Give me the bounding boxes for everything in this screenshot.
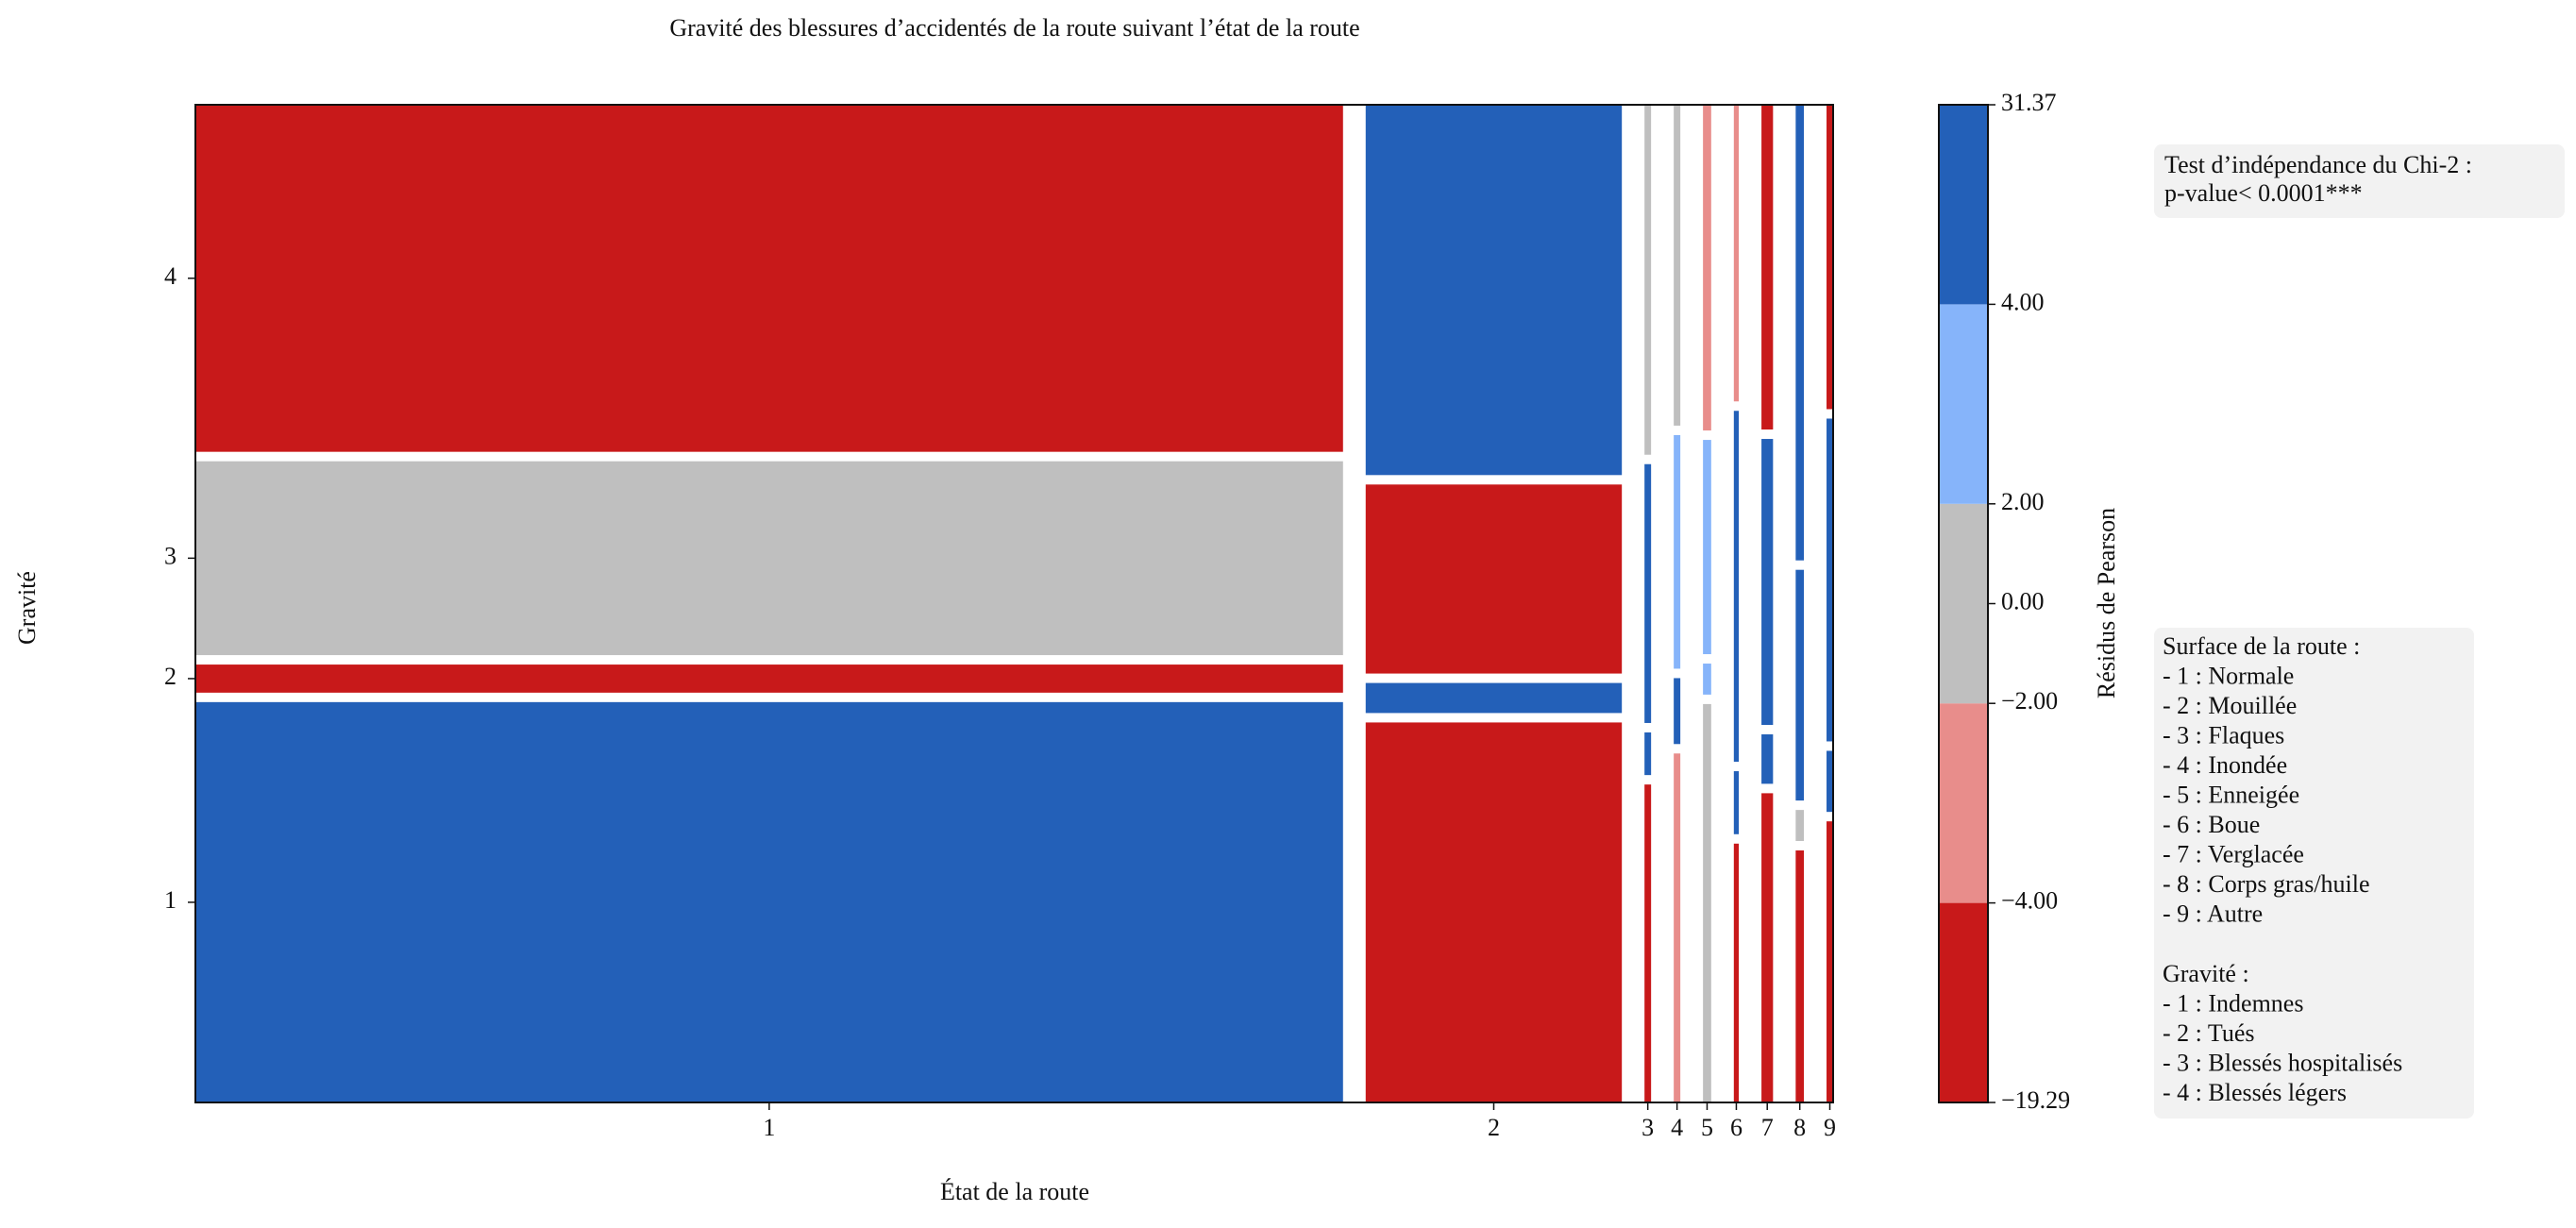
mosaic-cell: [195, 701, 1343, 1102]
mosaic-cell: [1827, 418, 1833, 742]
colorbar-tick-label: 2.00: [2001, 488, 2045, 515]
x-tick-label: 8: [1793, 1114, 1806, 1141]
mosaic-cell: [1795, 105, 1805, 561]
mosaic-cell: [1827, 821, 1833, 1102]
x-tick-label: 1: [763, 1114, 775, 1141]
mosaic-cell: [1795, 569, 1805, 801]
legend-text: - 1 : Normale: [2163, 662, 2294, 689]
chart-title: Gravité des blessures d’accidentés de la…: [669, 14, 1359, 42]
mosaic-cell: [1365, 722, 1623, 1102]
colorbar-segment: [1939, 503, 1988, 704]
legend-text: - 3 : Flaques: [2163, 721, 2284, 749]
y-tick-label: 4: [164, 262, 177, 290]
mosaic-cell: [1644, 784, 1652, 1102]
mosaic-cell: [1761, 439, 1774, 726]
colorbar-label: Résidus de Pearson: [2093, 508, 2120, 698]
mosaic-cell: [1761, 793, 1774, 1102]
x-tick-label: 5: [1701, 1114, 1713, 1141]
mosaic-cell: [1365, 682, 1623, 714]
y-tick-label: 3: [164, 542, 177, 569]
mosaic-cell: [1674, 434, 1681, 669]
mosaic-cell: [1703, 105, 1711, 431]
colorbar-segment: [1939, 105, 1988, 305]
x-axis-label: État de la route: [940, 1178, 1089, 1205]
mosaic-cell: [1703, 703, 1711, 1102]
legend-box: [2154, 628, 2474, 1119]
y-tick-label: 2: [164, 663, 177, 690]
colorbar-segment: [1939, 902, 1988, 1102]
legend-text: - 9 : Autre: [2163, 900, 2263, 927]
mosaic-cell: [1365, 105, 1623, 476]
legend-text: - 3 : Blessés hospitalisés: [2163, 1049, 2402, 1076]
mosaic-cell: [1674, 753, 1681, 1102]
mosaic-cell: [195, 105, 1343, 452]
colorbar-tick-label: −4.00: [2001, 887, 2058, 915]
mosaic-cell: [1365, 484, 1623, 674]
x-tick-label: 9: [1824, 1114, 1836, 1141]
colorbar-segment: [1939, 703, 1988, 903]
legend-text: Surface de la route :: [2163, 632, 2360, 660]
test-text: p-value< 0.0001***: [2164, 179, 2363, 207]
mosaic-cell: [1644, 105, 1652, 455]
legend-text: - 4 : Blessés légers: [2163, 1079, 2347, 1106]
mosaic-cell: [1644, 463, 1652, 723]
colorbar-tick-label: −2.00: [2001, 687, 2058, 715]
mosaic-cell: [1795, 810, 1805, 841]
colorbar-tick-label: 31.37: [2001, 89, 2057, 116]
legend-text: - 4 : Inondée: [2163, 751, 2287, 779]
mosaic-cell: [1733, 843, 1740, 1102]
mosaic-cell: [1644, 732, 1652, 776]
colorbar-tick-label: −19.29: [2001, 1086, 2070, 1114]
legend-text: - 7 : Verglacée: [2163, 840, 2304, 867]
mosaic-cell: [1733, 771, 1740, 834]
y-axis-label: Gravité: [13, 571, 41, 645]
mosaic-cell: [1733, 411, 1740, 763]
mosaic-cell: [1795, 850, 1805, 1102]
mosaic-cell: [1761, 734, 1774, 784]
plot-frame: [194, 104, 1834, 1103]
mosaic-cell: [1761, 105, 1774, 430]
mosaic-cell: [195, 664, 1343, 693]
colorbar-tick-label: 4.00: [2001, 288, 2045, 315]
test-text: Test d’indépendance du Chi-2 :: [2164, 151, 2472, 178]
legend-text: - 2 : Mouillée: [2163, 692, 2297, 719]
x-tick-label: 4: [1671, 1114, 1683, 1141]
mosaic-cell: [1703, 664, 1711, 695]
mosaic-cell: [1733, 105, 1740, 402]
mosaic-cell: [195, 461, 1343, 656]
legend-text: - 5 : Enneigée: [2163, 781, 2299, 808]
legend-text: - 1 : Indemnes: [2163, 989, 2303, 1017]
y-tick-label: 1: [164, 886, 177, 914]
x-tick-label: 6: [1730, 1114, 1743, 1141]
x-tick-label: 7: [1761, 1114, 1774, 1141]
legend-text: - 6 : Boue: [2163, 811, 2260, 838]
legend-text: - 2 : Tués: [2163, 1019, 2255, 1047]
mosaic-cell: [1827, 750, 1833, 813]
mosaic-cell: [1674, 105, 1681, 426]
test-box: [2154, 144, 2565, 218]
legend-text: - 8 : Corps gras/huile: [2163, 870, 2370, 898]
legend-text: Gravité :: [2163, 960, 2249, 987]
mosaic-cell: [1827, 105, 1833, 410]
colorbar-segment: [1939, 304, 1988, 504]
x-tick-label: 3: [1642, 1114, 1654, 1141]
mosaic-cell: [1674, 678, 1681, 745]
mosaic-cell: [1703, 440, 1711, 655]
colorbar-tick-label: 0.00: [2001, 587, 2045, 614]
x-tick-label: 2: [1488, 1114, 1500, 1141]
